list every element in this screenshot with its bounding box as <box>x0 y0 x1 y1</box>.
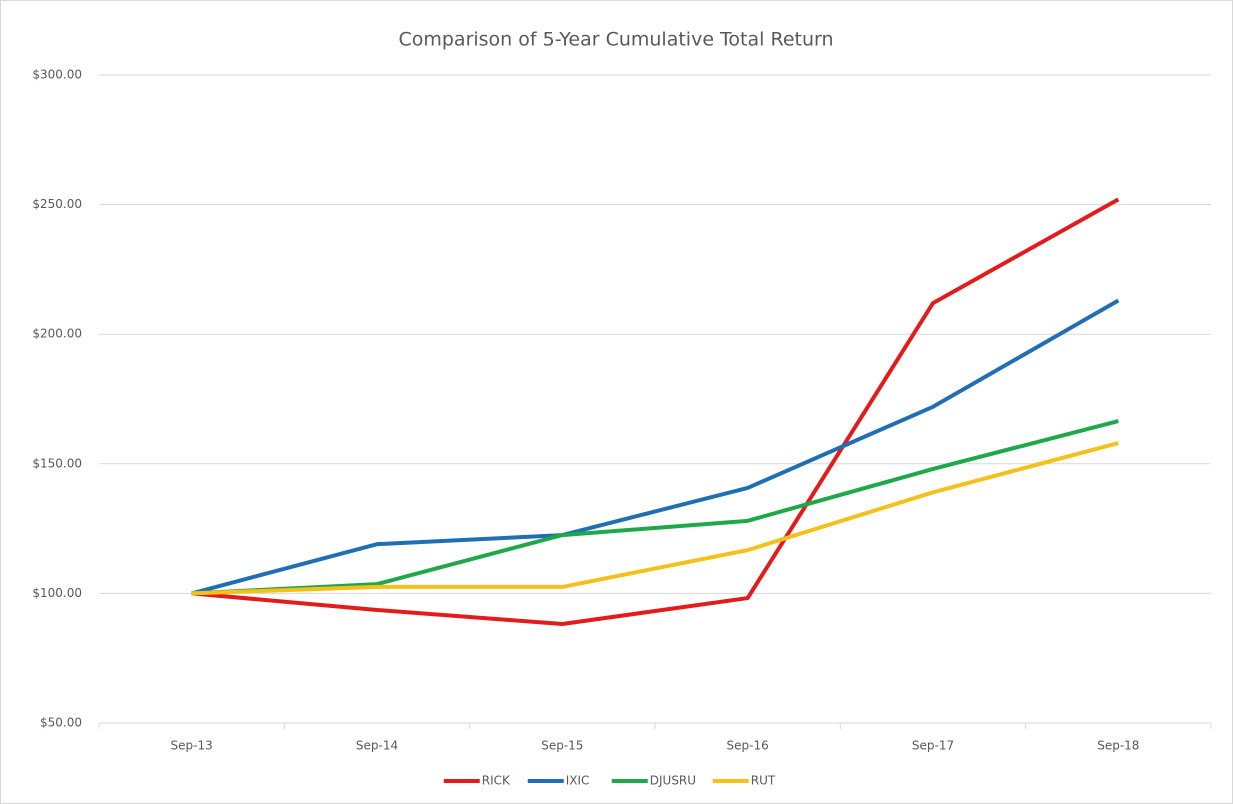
series-line <box>191 298 1120 596</box>
series-line <box>191 419 1119 596</box>
series-line <box>191 197 1120 626</box>
legend-label: RUT <box>751 774 776 788</box>
legend-label: DJUSRU <box>650 774 696 788</box>
x-tick-label: Sep-18 <box>1097 739 1139 753</box>
chart-title: Comparison of 5-Year Cumulative Total Re… <box>398 29 833 51</box>
y-tick-label: $100.00 <box>32 586 82 600</box>
y-tick-label: $50.00 <box>40 716 82 730</box>
y-tick-label: $200.00 <box>32 327 82 341</box>
y-tick-label: $150.00 <box>32 456 82 470</box>
legend-label: RICK <box>482 774 511 788</box>
y-tick-label: $300.00 <box>32 68 82 82</box>
x-tick-label: Sep-16 <box>727 739 769 753</box>
x-tick-label: Sep-13 <box>171 739 213 753</box>
x-tick-label: Sep-17 <box>912 739 954 753</box>
series-line <box>191 441 1119 596</box>
legend-label: IXIC <box>566 774 590 788</box>
x-tick-label: Sep-14 <box>356 739 398 753</box>
x-tick-label: Sep-15 <box>541 739 583 753</box>
y-tick-label: $250.00 <box>32 197 82 211</box>
